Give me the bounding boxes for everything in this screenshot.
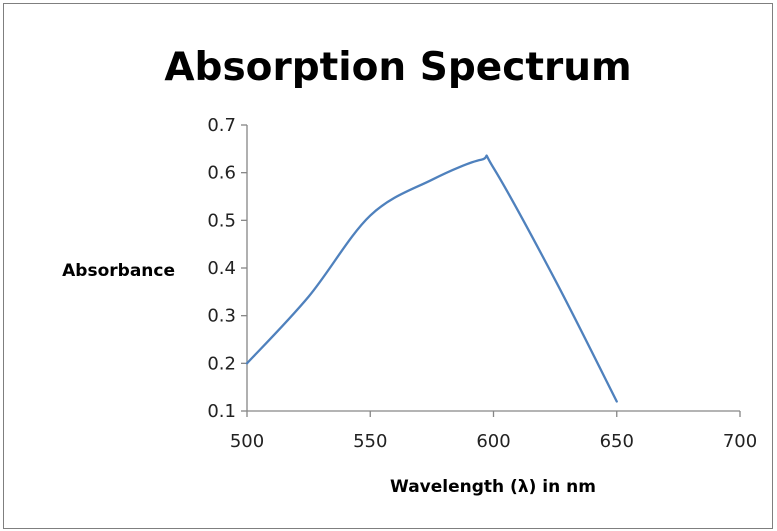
y-tick-label: 0.3 (207, 306, 236, 327)
y-tick-label: 0.2 (207, 353, 236, 374)
x-tick-label: 600 (476, 431, 510, 452)
y-axis-title: Absorbance (62, 261, 175, 281)
series-line (245, 154, 618, 403)
y-tick-label: 0.5 (207, 210, 236, 231)
x-tick-label: 550 (353, 431, 387, 452)
x-axis-title: Wavelength (λ) in nm (390, 477, 596, 497)
plot-area (245, 154, 618, 403)
y-tick-label: 0.6 (207, 163, 236, 184)
y-tick-label: 0.7 (207, 115, 236, 136)
chart-frame (3, 3, 773, 529)
chart-title: Absorption Spectrum (164, 45, 631, 90)
y-tick-label: 0.4 (207, 258, 236, 279)
x-axis-ticks: 500 550 600 650 700 (230, 411, 757, 452)
y-tick-label: 0.1 (207, 401, 236, 422)
x-tick-label: 700 (723, 431, 757, 452)
x-tick-label: 650 (600, 431, 634, 452)
y-axis-ticks: 0.1 0.2 0.3 0.4 0.5 0.6 0.7 (207, 115, 247, 422)
x-tick-label: 500 (230, 431, 264, 452)
